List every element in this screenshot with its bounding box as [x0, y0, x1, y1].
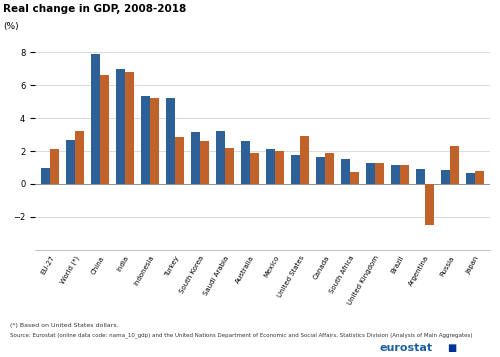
Bar: [75, 131, 84, 184]
Bar: [166, 98, 175, 184]
Bar: [375, 162, 384, 184]
Bar: [366, 162, 375, 184]
Bar: [141, 96, 150, 184]
Bar: [400, 165, 409, 184]
Bar: [225, 148, 234, 184]
Bar: [50, 149, 59, 184]
Bar: [450, 146, 459, 184]
Bar: [350, 172, 359, 184]
Bar: [191, 132, 200, 184]
Bar: [41, 167, 50, 184]
Text: Real change in GDP, 2008-2018: Real change in GDP, 2008-2018: [3, 4, 186, 14]
Bar: [200, 141, 209, 184]
Bar: [250, 153, 259, 184]
Bar: [266, 149, 275, 184]
Bar: [300, 136, 309, 184]
Bar: [325, 153, 334, 184]
Bar: [291, 155, 300, 184]
Bar: [275, 151, 284, 184]
Bar: [100, 75, 109, 184]
Text: ■: ■: [448, 343, 457, 353]
Bar: [466, 173, 475, 184]
Bar: [425, 184, 434, 225]
Bar: [416, 169, 425, 184]
Text: (*) Based on United States dollars.: (*) Based on United States dollars.: [10, 323, 118, 328]
Bar: [241, 141, 250, 184]
Bar: [125, 72, 134, 184]
Bar: [116, 69, 125, 184]
Text: (%): (%): [3, 22, 19, 31]
Bar: [175, 137, 184, 184]
Bar: [316, 157, 325, 184]
Text: eurostat: eurostat: [380, 343, 433, 353]
Text: Source: Eurostat (online data code: nama_10_gdp) and the United Nations Departme: Source: Eurostat (online data code: nama…: [10, 333, 472, 338]
Bar: [150, 98, 159, 184]
Bar: [441, 170, 450, 184]
Bar: [216, 131, 225, 184]
Bar: [475, 171, 484, 184]
Bar: [341, 159, 350, 184]
Bar: [391, 165, 400, 184]
Bar: [91, 54, 100, 184]
Bar: [66, 140, 75, 184]
